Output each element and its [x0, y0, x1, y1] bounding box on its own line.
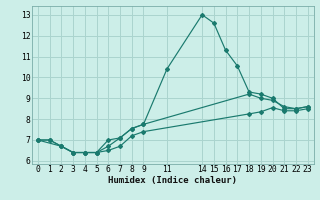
X-axis label: Humidex (Indice chaleur): Humidex (Indice chaleur) — [108, 176, 237, 185]
